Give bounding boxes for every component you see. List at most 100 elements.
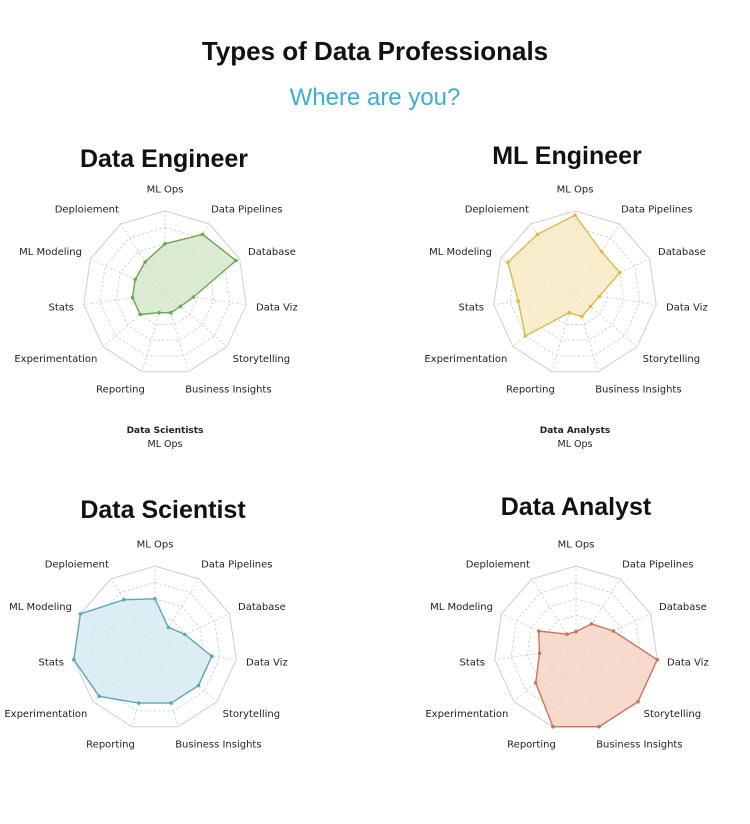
- data-point: [191, 295, 196, 299]
- data-point: [137, 701, 141, 705]
- axis-label: Deploiement: [465, 204, 529, 215]
- axis-label: Data Viz: [256, 303, 298, 314]
- axis-label: Reporting: [507, 739, 556, 750]
- series-area: [507, 214, 621, 338]
- data-point: [200, 232, 205, 237]
- axis-label: Deploiement: [466, 559, 530, 570]
- axis-label: Business Insights: [185, 384, 271, 395]
- data-point: [166, 625, 171, 630]
- data-point: [573, 213, 577, 217]
- data-point: [599, 249, 604, 254]
- axis-label: ML Ops: [137, 540, 174, 551]
- data-point: [588, 304, 593, 309]
- data-point: [536, 629, 541, 633]
- axis-label: Stats: [38, 658, 64, 669]
- axis-label: Data Pipelines: [211, 204, 282, 215]
- axis-label: Data Pipelines: [621, 204, 692, 215]
- data-point: [72, 657, 76, 662]
- data-point: [523, 334, 528, 338]
- axis-label: ML Modeling: [430, 602, 493, 613]
- axis-label: ML Modeling: [19, 247, 82, 258]
- axis-label: ML Ops: [557, 185, 594, 196]
- axis-label: Data Viz: [667, 658, 709, 669]
- data-point: [196, 683, 201, 688]
- data-point: [122, 597, 126, 602]
- data-point: [157, 310, 161, 315]
- data-point: [169, 701, 173, 705]
- axis-label: Business Insights: [175, 739, 261, 750]
- axis-label: Deploiement: [55, 204, 119, 215]
- data-point: [565, 632, 569, 636]
- data-point: [506, 260, 510, 265]
- page-subtitle: Where are you?: [289, 84, 461, 111]
- radar-chart-1: ML Ops Data Pipelines Database Data Viz Stor…: [424, 185, 707, 396]
- data-point: [130, 295, 135, 300]
- radar-chart-2: ML Ops Data Pipelines Database Data Viz Stor…: [4, 540, 287, 751]
- page-title: Types of Data Professionals: [201, 36, 549, 66]
- radar-chart-0: ML Ops Data Pipelines Database Data Viz Stor…: [14, 185, 297, 396]
- series-area: [73, 598, 213, 704]
- data-point: [516, 299, 520, 304]
- axis-label: Deploiement: [45, 559, 109, 570]
- axis-label: ML Modeling: [9, 602, 72, 613]
- axis-label: Data Viz: [246, 658, 288, 669]
- axis-label: ML Ops: [147, 185, 184, 196]
- caption-data-scientists: Data Scientists ML Ops: [85, 425, 245, 451]
- axis-label: Stats: [48, 303, 74, 314]
- data-point: [535, 232, 540, 237]
- axis-label: Storytelling: [643, 354, 701, 365]
- chart-title-ml-engineer: ML Engineer: [492, 142, 642, 170]
- data-point: [567, 310, 571, 315]
- data-point: [138, 312, 142, 317]
- axis-label: Database: [659, 602, 707, 613]
- grid-ring: [526, 598, 626, 696]
- axis-label: Database: [658, 247, 706, 258]
- axis-label: Data Pipelines: [201, 559, 272, 570]
- axis-label: Reporting: [86, 739, 135, 750]
- axis-label: Database: [248, 247, 296, 258]
- axis-label: Experimentation: [425, 709, 508, 720]
- grid-ring: [83, 210, 247, 373]
- grid-ring: [122, 614, 188, 680]
- axis-label: Storytelling: [644, 709, 702, 720]
- series-area: [534, 623, 659, 728]
- data-point: [163, 242, 167, 246]
- data-point: [574, 629, 578, 634]
- axis-label: Reporting: [96, 384, 145, 395]
- data-point: [580, 314, 584, 319]
- axis-label: Experimentation: [14, 354, 97, 365]
- data-point: [183, 632, 187, 637]
- data-point: [611, 629, 616, 633]
- axis-label: Experimentation: [424, 354, 507, 365]
- data-point: [618, 270, 622, 275]
- radar-chart-3: ML Ops Data Pipelines Database Data Viz Stor…: [425, 540, 708, 751]
- data-point: [234, 258, 238, 263]
- axis-label: Business Insights: [596, 739, 682, 750]
- axis-label: Business Insights: [595, 384, 681, 395]
- data-point: [169, 310, 173, 315]
- chart-title-data-engineer: Data Engineer: [79, 145, 249, 173]
- axis-label: Data Pipelines: [622, 559, 693, 570]
- caption-bold-text: Data Analysts: [539, 426, 611, 436]
- axis-label: ML Modeling: [429, 247, 492, 258]
- data-point: [78, 612, 83, 616]
- series-area: [131, 233, 238, 316]
- data-point: [143, 260, 147, 264]
- axis-label: Stats: [459, 658, 485, 669]
- axis-label: Experimentation: [4, 709, 87, 720]
- data-point: [133, 277, 137, 282]
- axis-label: ML Ops: [558, 540, 595, 551]
- data-point: [551, 724, 555, 729]
- grid-ring: [493, 210, 657, 373]
- data-point: [533, 681, 538, 685]
- data-point: [153, 597, 157, 601]
- chart-title-data-analyst: Data Analyst: [500, 493, 652, 521]
- axis-label: Database: [238, 602, 286, 613]
- caption-bold-text: Data Scientists: [126, 426, 204, 436]
- data-point: [537, 651, 542, 656]
- axis-label: Reporting: [506, 384, 555, 395]
- data-point: [655, 657, 659, 662]
- caption-sub-text: ML Ops: [147, 439, 183, 450]
- axis-label: Data Viz: [666, 303, 708, 314]
